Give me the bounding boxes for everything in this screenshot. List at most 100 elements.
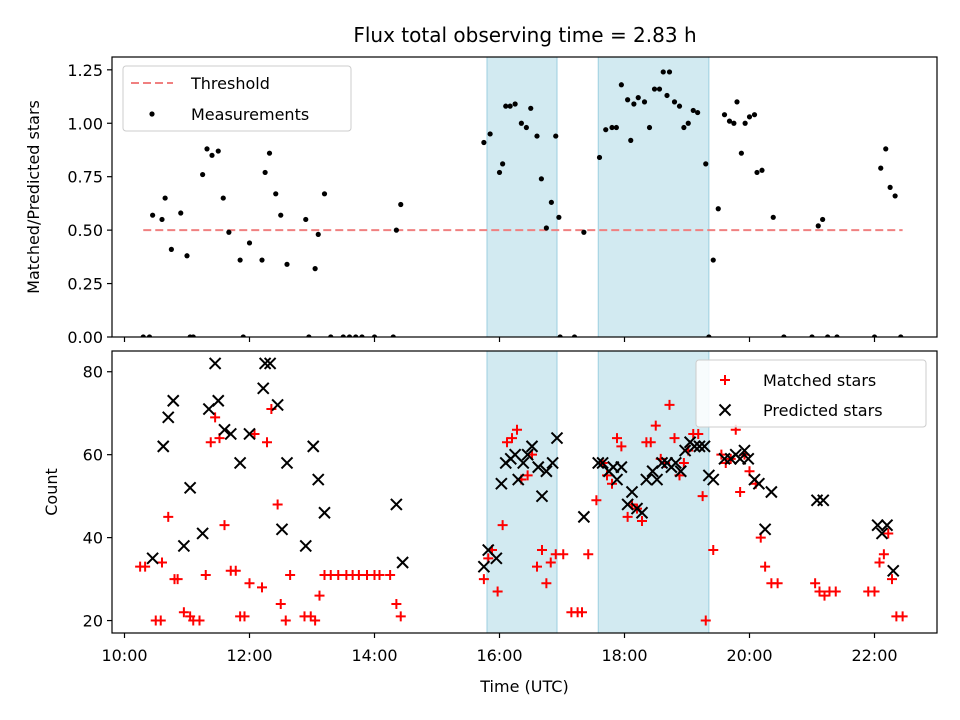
predicted-star-marker: Predicted stars: 14:27, 34: [396, 556, 409, 569]
matched-star-marker: Matched stars: 17:53, 64: [612, 433, 622, 444]
bottom-panel: Matched stars: 10:15, 33Matched stars: 1…: [42, 350, 938, 696]
matched-star-marker: Matched stars: 12:05, 65: [249, 428, 260, 439]
y-tick-label: 0.50: [67, 221, 103, 240]
legend-matched-swatch: [720, 375, 730, 385]
measurement-point: Measurements: 16:58, 0: [557, 334, 563, 337]
matched-star-marker: Matched stars: 12:30, 24: [275, 598, 286, 609]
matched-star-marker: Matched stars: 21:23, 27: [830, 586, 841, 597]
measurement-point: Measurements: 19:48, 1.1: [734, 99, 740, 105]
measurement-point: Measurements: 12:57, 0: [306, 334, 312, 337]
measurement-point: Measurements: 22:11, 0.88: [883, 146, 889, 152]
matched-star-marker: Matched stars: 17:33, 49: [591, 495, 602, 506]
matched-star-marker: Matched stars: 13:03, 20: [310, 615, 321, 626]
measurement-point: Measurements: 16:06, 1.08: [503, 103, 509, 109]
measurement-point: Measurements: 10:45, 0.41: [168, 246, 174, 252]
matched-star-marker: Matched stars: 10:51, 30: [172, 574, 183, 585]
measurement-point: Measurements: 17:36, 0.84: [596, 154, 603, 161]
predicted-star-marker: Predicted stars: 14:21, 48: [390, 498, 403, 511]
predicted-star-marker: Predicted stars: 18:58, 61: [678, 444, 692, 457]
y-tick-label: 20: [83, 612, 103, 631]
predicted-star-marker: Predicted stars: 19:55, 61: [738, 444, 751, 457]
measurement-point: Measurements: 18:34, 1.16: [656, 86, 663, 92]
matched-star-marker: Matched stars: 18:48, 64: [669, 433, 680, 444]
matched-star-marker: Matched stars: 12:12, 28: [257, 582, 267, 593]
predicted-star-marker: Predicted stars: 11:30, 73: [212, 394, 225, 407]
matched-star-marker: Matched stars: 10:36, 34: [157, 557, 167, 568]
measurement-point: Measurements: 12:15, 0.77: [262, 169, 268, 176]
matched-star-marker: Matched stars: 10:35, 20: [155, 615, 166, 626]
plot-area: Matched stars: 10:15, 33Matched stars: 1…: [135, 357, 908, 626]
shaded-interval: [597, 56, 710, 338]
matched-star-marker: Matched stars: 16:12, 64: [507, 433, 517, 444]
measurement-point: Measurements: 14:00, 0: [371, 334, 378, 337]
measurement-point: Measurements: 18:41, 1.13: [664, 92, 670, 99]
predicted-star-marker: Predicted stars: 11:51, 58: [233, 456, 247, 470]
predicted-star-marker: Predicted stars: 12:13, 76: [257, 382, 270, 395]
predicted-star-marker: Predicted stars: 22:03, 43: [871, 518, 884, 532]
measurement-point: Measurements: 17:21, 0.49: [581, 229, 587, 235]
measurement-point: Measurements: 10:54, 0.58: [178, 210, 184, 216]
measurement-point: Measurements: 16:45, 0.51: [543, 225, 549, 231]
measurement-point: Measurements: 13:42, 0: [353, 334, 359, 337]
matched-star-marker: Matched stars: 14:25, 21: [395, 611, 406, 622]
predicted-star-marker: Predicted stars: 12:36, 58: [280, 456, 294, 470]
matched-star-marker: Matched stars: 10:42, 45: [163, 511, 174, 522]
matched-star-marker: Matched stars: 20:27, 29: [772, 578, 783, 589]
legend-top: Threshold Measurements: [122, 65, 352, 132]
measurement-point: Measurements: 19:10, 1.05: [695, 109, 701, 116]
predicted-star-marker: Predicted stars: 19:25, 54: [707, 473, 720, 486]
measurement-point: Measurements: 22:15, 0.7: [887, 184, 893, 190]
predicted-star-marker: Predicted stars: 12:20, 82: [263, 357, 277, 370]
measurement-point: Measurements: 14:21, 0.5: [393, 227, 399, 233]
legend-predicted-label: Predicted stars: [763, 401, 883, 420]
matched-star-marker: Matched stars: 15:58, 27: [492, 586, 503, 597]
predicted-star-marker: Predicted stars: 16:02, 53: [495, 477, 508, 490]
measurement-point: Measurements: 18:48, 1.1: [671, 99, 678, 105]
measurement-point: Measurements: 11:19, 0.88: [204, 146, 210, 152]
measurement-point: Measurements: 22:20, 0.66: [892, 193, 898, 199]
measurement-point: Measurements: 16:10, 1.08: [507, 103, 513, 109]
predicted-star-marker: Predicted stars: 22:18, 32: [887, 564, 900, 578]
measurement-point: Measurements: 21:10, 0.55: [820, 216, 826, 223]
measurement-point: Measurements: 10:36, 0.55: [159, 216, 165, 223]
legend-bottom: Matched stars Predicted stars: [695, 359, 927, 428]
matched-star-marker: Matched stars: 18:17, 44: [637, 516, 647, 527]
measurement-point: Measurements: 18:24, 0.98: [646, 124, 653, 131]
predicted-star-marker: Predicted stars: 19:12, 62: [693, 440, 706, 453]
predicted-star-marker: Predicted stars: 12:15, 82: [258, 357, 272, 370]
measurement-point: Measurements: 13:18, 0: [328, 334, 334, 337]
measurement-point: Measurements: 10:39, 0.65: [162, 195, 168, 201]
x-tick-label: 12:00: [226, 646, 272, 665]
measurement-point: Measurements: 20:33, 0: [781, 334, 787, 337]
predicted-star-marker: Predicted stars: 22:12, 43: [880, 518, 894, 532]
measurement-point: Measurements: 18:53, 1.08: [676, 103, 683, 109]
y-tick-label: 1.25: [67, 61, 103, 80]
measurement-point: Measurements: 11:30, 0.87: [215, 148, 221, 154]
predicted-star-marker: Predicted stars: 12:31, 42: [275, 523, 289, 536]
predicted-star-marker: Predicted stars: 18:07, 51: [625, 485, 639, 499]
predicted-star-marker: Predicted stars: 18:21, 54: [640, 473, 653, 486]
predicted-star-marker: Predicted stars: 20:09, 53: [752, 477, 766, 490]
matched-star-marker: Matched stars: 17:19, 22: [577, 607, 587, 618]
chart-title: Flux total observing time = 2.83 h: [353, 23, 696, 47]
matched-star-marker: Matched stars: 11:23, 63: [205, 437, 216, 448]
legend-box: [122, 65, 352, 132]
predicted-star-marker: Predicted stars: 16:23, 58: [517, 456, 530, 470]
measurement-point: Measurements: 22:00, 0: [871, 334, 878, 337]
matched-star-marker: Matched stars: 16:17, 66: [512, 424, 522, 435]
predicted-star-marker: Predicted stars: 18:03, 48: [621, 498, 634, 511]
predicted-star-marker: Predicted stars: 19:07, 62: [688, 440, 701, 453]
predicted-star-marker: Predicted stars: 10:57, 38: [177, 539, 191, 553]
predicted-star-marker: Predicted stars: 12:27, 72: [271, 398, 284, 412]
matched-star-marker: Matched stars: 16:49, 34: [545, 557, 556, 568]
matched-star-marker: Matched stars: 11:47, 32: [230, 565, 241, 576]
matched-star-marker: Matched stars: 22:00, 27: [869, 586, 880, 597]
matched-star-marker: Matched stars: 18:43, 72: [664, 399, 675, 410]
matched-star-marker: Matched stars: 22:05, 34: [874, 557, 885, 568]
measurement-point: Measurements: 13:03, 0.32: [312, 266, 318, 272]
measurement-point: Measurements: 12:36, 0.34: [284, 261, 290, 267]
matched-star-marker: Matched stars: 22:17, 30: [887, 574, 897, 585]
matched-star-marker: Matched stars: 16:36, 33: [532, 561, 542, 572]
matched-star-marker: Matched stars: 17:01, 36: [558, 549, 569, 560]
matched-star-marker: Matched stars: 19:25, 37: [708, 545, 719, 556]
